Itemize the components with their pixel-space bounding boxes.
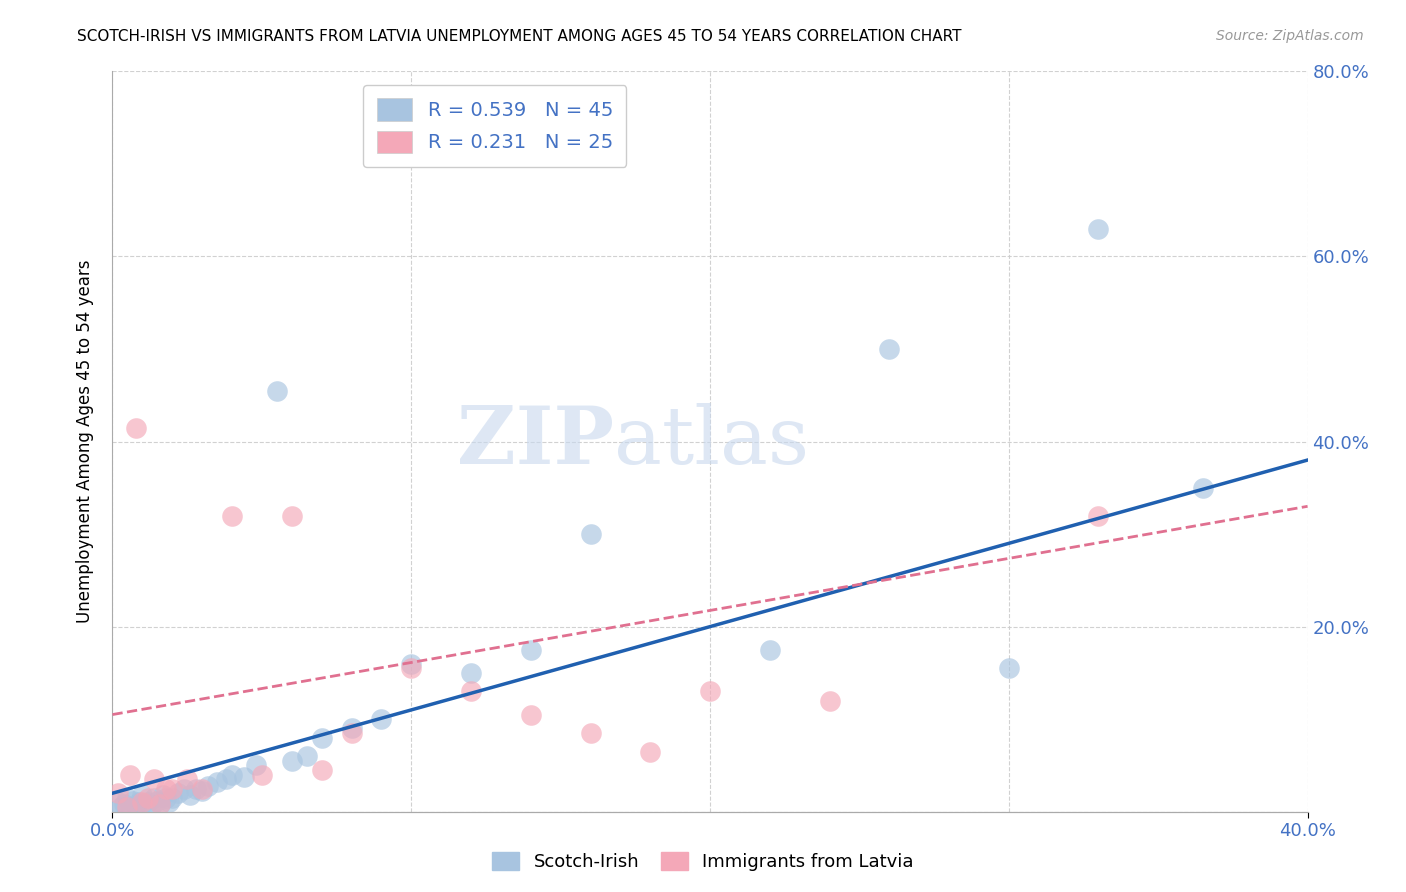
Point bbox=[131, 788, 153, 802]
Point bbox=[197, 779, 219, 793]
Y-axis label: Unemployment Among Ages 45 to 54 years: Unemployment Among Ages 45 to 54 years bbox=[76, 260, 94, 624]
Point bbox=[152, 788, 174, 802]
Point bbox=[117, 790, 139, 805]
Point bbox=[221, 767, 243, 781]
Point bbox=[138, 790, 160, 805]
Point bbox=[640, 745, 662, 759]
Point bbox=[295, 749, 318, 764]
Point bbox=[176, 772, 198, 787]
Point bbox=[143, 790, 166, 805]
Point bbox=[1192, 481, 1215, 495]
Point bbox=[186, 781, 208, 796]
Point bbox=[205, 775, 228, 789]
Point bbox=[579, 726, 602, 740]
Point bbox=[143, 772, 166, 787]
Point bbox=[281, 754, 304, 768]
Point bbox=[1087, 508, 1109, 523]
Point bbox=[149, 797, 172, 812]
Point bbox=[157, 796, 180, 810]
Point bbox=[818, 694, 841, 708]
Point bbox=[173, 781, 195, 796]
Point bbox=[120, 767, 142, 781]
Point bbox=[125, 420, 148, 434]
Point bbox=[107, 796, 129, 810]
Point bbox=[281, 508, 304, 523]
Point bbox=[460, 684, 482, 698]
Point bbox=[233, 770, 256, 784]
Point bbox=[699, 684, 721, 698]
Point bbox=[221, 508, 243, 523]
Text: ZIP: ZIP bbox=[457, 402, 614, 481]
Point bbox=[401, 657, 423, 671]
Point bbox=[122, 794, 145, 808]
Point bbox=[460, 665, 482, 680]
Point bbox=[155, 790, 177, 805]
Point bbox=[370, 712, 392, 726]
Point bbox=[340, 726, 363, 740]
Point bbox=[215, 772, 238, 787]
Point bbox=[125, 799, 148, 814]
Text: SCOTCH-IRISH VS IMMIGRANTS FROM LATVIA UNEMPLOYMENT AMONG AGES 45 TO 54 YEARS CO: SCOTCH-IRISH VS IMMIGRANTS FROM LATVIA U… bbox=[77, 29, 962, 44]
Point bbox=[131, 796, 153, 810]
Point bbox=[1087, 221, 1109, 235]
Point bbox=[179, 788, 201, 802]
Point bbox=[131, 797, 153, 812]
Point bbox=[879, 342, 901, 356]
Point bbox=[191, 784, 214, 798]
Point bbox=[311, 731, 333, 745]
Point bbox=[110, 800, 132, 814]
Point bbox=[245, 758, 267, 772]
Point bbox=[149, 797, 172, 812]
Point bbox=[311, 763, 333, 777]
Point bbox=[107, 786, 129, 800]
Point bbox=[146, 794, 169, 808]
Point bbox=[114, 797, 135, 812]
Point bbox=[520, 642, 543, 657]
Point bbox=[138, 796, 160, 810]
Point bbox=[120, 802, 142, 816]
Point bbox=[162, 781, 183, 796]
Point bbox=[520, 707, 543, 722]
Point bbox=[998, 661, 1021, 675]
Point bbox=[340, 722, 363, 736]
Point bbox=[162, 790, 183, 805]
Point bbox=[128, 796, 150, 810]
Point bbox=[117, 800, 139, 814]
Point bbox=[141, 800, 163, 814]
Point bbox=[191, 781, 214, 796]
Point bbox=[759, 642, 782, 657]
Point bbox=[401, 661, 423, 675]
Legend: R = 0.539   N = 45, R = 0.231   N = 25: R = 0.539 N = 45, R = 0.231 N = 25 bbox=[363, 85, 627, 167]
Point bbox=[155, 781, 177, 796]
Legend: Scotch-Irish, Immigrants from Latvia: Scotch-Irish, Immigrants from Latvia bbox=[485, 845, 921, 879]
Text: atlas: atlas bbox=[614, 402, 810, 481]
Point bbox=[266, 384, 288, 398]
Point bbox=[250, 767, 273, 781]
Point bbox=[579, 527, 602, 541]
Point bbox=[167, 786, 190, 800]
Text: Source: ZipAtlas.com: Source: ZipAtlas.com bbox=[1216, 29, 1364, 43]
